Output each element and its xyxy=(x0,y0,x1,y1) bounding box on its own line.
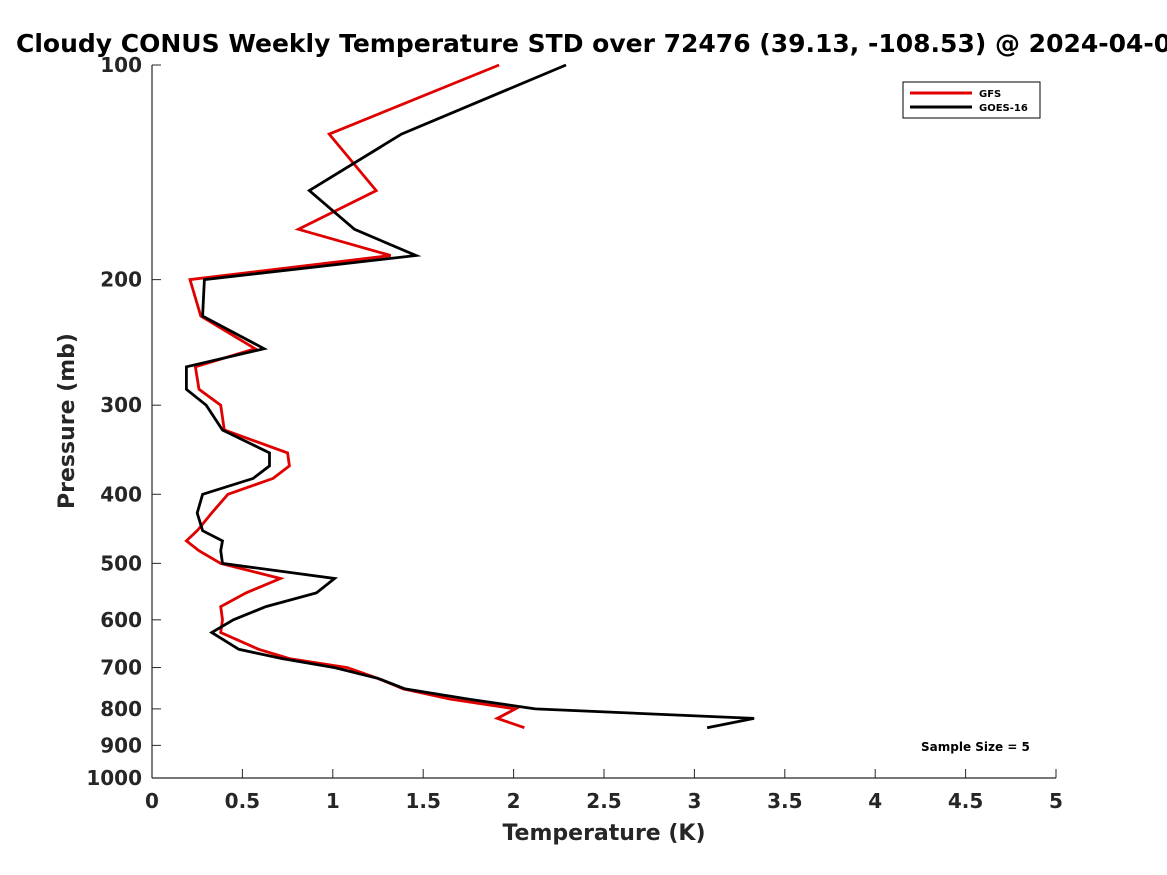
series-layer xyxy=(184,63,755,730)
x-tick-label: 3 xyxy=(687,789,701,813)
y-tick-label: 300 xyxy=(100,393,142,417)
y-tick-label: 1000 xyxy=(86,766,142,790)
y-tick-label: 200 xyxy=(100,268,142,292)
y-tick-label: 500 xyxy=(100,551,142,575)
y-tick-label: 900 xyxy=(100,733,142,757)
legend-box xyxy=(902,81,1041,119)
x-tick-label: 1.5 xyxy=(405,789,440,813)
x-axis-ticks: 0 0.5 1 1.5 2 2.5 3 3.5 4 4.5 5 xyxy=(145,769,1063,813)
y-tick-label: 800 xyxy=(100,697,142,721)
x-tick-label: 4 xyxy=(868,789,882,813)
x-tick-label: 3.5 xyxy=(767,789,802,813)
sample-size-annotation: Sample Size = 5 xyxy=(921,740,1030,754)
x-axis-label: Temperature (K) xyxy=(502,821,705,846)
x-tick-label: 4.5 xyxy=(948,789,983,813)
x-tick-label: 5 xyxy=(1049,789,1063,813)
legend: GFS GOES-16 xyxy=(902,81,1041,119)
y-axis-ticks: 100 200 300 400 500 600 700 800 900 1000 xyxy=(86,53,161,790)
x-tick-label: 0 xyxy=(145,789,159,813)
y-tick-label: 100 xyxy=(100,53,142,77)
series-line-goes16 xyxy=(184,63,755,730)
y-axis-label: Pressure (mb) xyxy=(55,333,80,509)
x-tick-label: 2 xyxy=(507,789,521,813)
x-tick-label: 2.5 xyxy=(586,789,621,813)
legend-label-gfs: GFS xyxy=(979,89,1001,100)
plot-axes xyxy=(151,65,1056,779)
y-tick-label: 600 xyxy=(100,608,142,632)
series-line-gfs xyxy=(184,63,525,730)
y-tick-label: 400 xyxy=(100,482,142,506)
chart-title: Cloudy CONUS Weekly Temperature STD over… xyxy=(16,29,1167,58)
x-tick-label: 1 xyxy=(326,789,340,813)
y-tick-label: 700 xyxy=(100,656,142,680)
x-tick-label: 0.5 xyxy=(225,789,260,813)
legend-label-goes16: GOES-16 xyxy=(979,103,1028,114)
